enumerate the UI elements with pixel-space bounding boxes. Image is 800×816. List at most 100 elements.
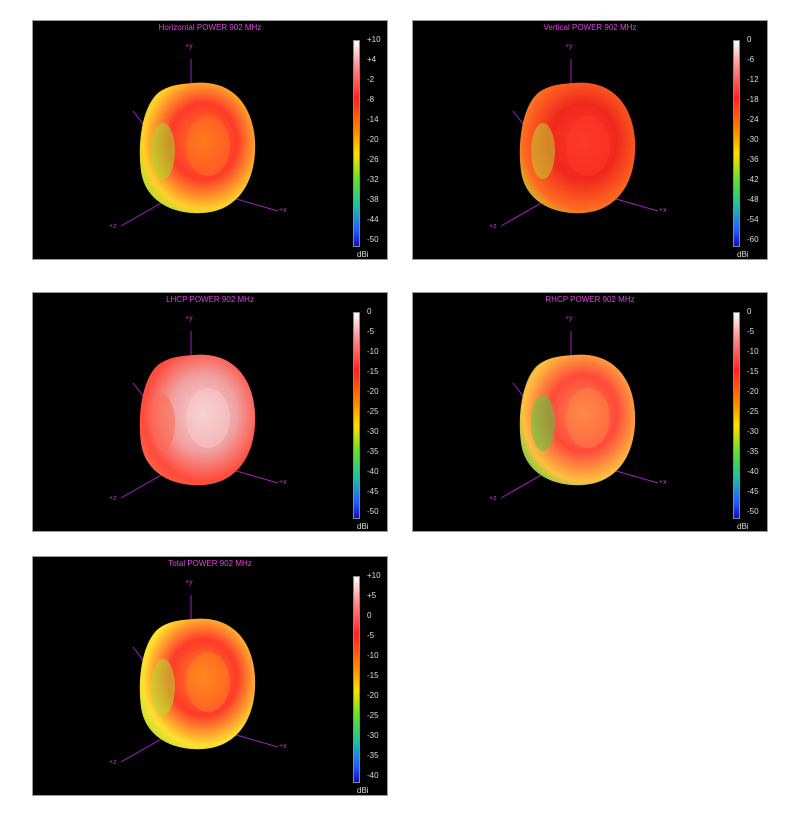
surface-highlight <box>186 388 230 448</box>
colorbar-tick-label: -12 <box>747 75 759 84</box>
colorbar-tick-label: -38 <box>367 195 379 204</box>
colorbar-tick-label: -40 <box>367 771 379 780</box>
axis-label-z: +z <box>489 495 497 502</box>
surface-highlight <box>186 116 230 176</box>
colorbar-tick-label: +10 <box>367 35 381 44</box>
colorbar-tick-label: +4 <box>367 55 377 64</box>
colorbar-unit: dBi <box>357 250 369 259</box>
panel-title: Vertical POWER 902 MHz <box>543 23 637 32</box>
pattern-surface <box>139 82 256 214</box>
rhcp-power-panel: RHCP POWER 902 MHz +y +x +z 0 -5 -10 -15 -20 -25 -… <box>412 292 768 532</box>
axis-label-z: +z <box>109 495 117 502</box>
horizontal-power-panel: Horizontal POWER 902 MHz +y +x +z +10 +4 -2 -8 -… <box>32 20 388 260</box>
colorbar-unit: dBi <box>737 522 749 531</box>
colorbar-tick-label: 0 <box>747 307 752 316</box>
axis-label-x: +x <box>279 743 287 750</box>
colorbar-tick-label: -30 <box>367 427 379 436</box>
colorbar-tick-label: -25 <box>747 407 759 416</box>
total-power-panel: Total POWER 902 MHz +y +x +z +10 +5 0 -5 -10 -15 -… <box>32 556 388 796</box>
surface-highlight <box>566 388 610 448</box>
colorbar-tick-label: -35 <box>747 447 759 456</box>
colorbar-tick-label: -8 <box>367 95 375 104</box>
colorbar-unit: dBi <box>357 522 369 531</box>
colorbar <box>733 312 740 519</box>
radiation-pattern <box>120 331 279 499</box>
vertical-power-panel: Vertical POWER 902 MHz +y +x +z 0 -6 -12 -18 -24… <box>412 20 768 260</box>
axis-label-y: +y <box>565 43 573 50</box>
colorbar-tick-label: -32 <box>367 175 379 184</box>
colorbar-unit: dBi <box>357 786 369 795</box>
colorbar-tick-label: -35 <box>367 751 379 760</box>
lhcp-power-panel: LHCP POWER 902 MHz +y +x +z 0 -5 -10 -15 -20 -25 -… <box>32 292 388 532</box>
colorbar-tick-label: 0 <box>747 35 752 44</box>
surface-shadow <box>531 395 555 451</box>
colorbar-tick-label: 0 <box>367 307 372 316</box>
radiation-pattern <box>500 331 659 499</box>
colorbar-tick-label: -44 <box>367 215 379 224</box>
colorbar-tick-label: -30 <box>747 135 759 144</box>
axis-label-y: +y <box>185 315 193 322</box>
colorbar-ticks: 0 -5 -10 -15 -20 -25 -30 -35 -40 -45 -50 <box>367 307 387 516</box>
colorbar-tick-label: -15 <box>367 367 379 376</box>
colorbar-unit: dBi <box>737 250 749 259</box>
colorbar-tick-label: -50 <box>747 507 759 516</box>
axis-label-y: +y <box>185 43 193 50</box>
pattern-surface <box>139 354 256 486</box>
axis-label-z: +z <box>489 223 497 230</box>
colorbar-tick-label: -35 <box>367 447 379 456</box>
axis-label-y: +y <box>185 579 193 586</box>
colorbar-ticks: 0 -6 -12 -18 -24 -30 -36 -42 -48 -54 -60 <box>747 35 767 244</box>
axis-label-z: +z <box>109 223 117 230</box>
colorbar-tick-label: -54 <box>747 215 759 224</box>
colorbar-tick-label: +10 <box>367 571 381 580</box>
colorbar-tick-label: -42 <box>747 175 759 184</box>
surface-highlight <box>566 116 610 176</box>
surface-shadow <box>151 659 175 715</box>
colorbar-tick-label: -25 <box>367 407 379 416</box>
colorbar-tick-label: -40 <box>747 467 759 476</box>
colorbar-tick-label: -5 <box>367 327 375 336</box>
colorbar-tick-label: -24 <box>747 115 759 124</box>
colorbar-ticks: +10 +5 0 -5 -10 -15 -20 -25 -30 -35 -40 <box>367 571 387 780</box>
colorbar-tick-label: -15 <box>367 671 379 680</box>
axis-label-x: +x <box>659 479 667 486</box>
colorbar <box>353 312 360 519</box>
panel-title: LHCP POWER 902 MHz <box>166 295 254 304</box>
colorbar-tick-label: -10 <box>367 651 379 660</box>
colorbar-tick-label: -50 <box>367 235 379 244</box>
colorbar <box>353 576 360 783</box>
axis-label-x: +x <box>659 207 667 214</box>
colorbar-tick-label: -60 <box>747 235 759 244</box>
colorbar-tick-label: -50 <box>367 507 379 516</box>
surface-highlight <box>186 652 230 712</box>
colorbar-tick-label: -30 <box>747 427 759 436</box>
panel-title: RHCP POWER 902 MHz <box>545 295 635 304</box>
colorbar-tick-label: -20 <box>367 387 379 396</box>
colorbar-tick-label: -20 <box>367 691 379 700</box>
surface-shadow <box>531 123 555 179</box>
colorbar-tick-label: -26 <box>367 155 379 164</box>
colorbar <box>353 40 360 247</box>
panel-title: Horizontal POWER 902 MHz <box>158 23 262 32</box>
surface-shadow <box>151 123 175 179</box>
pattern-surface <box>519 82 636 214</box>
radiation-pattern <box>120 59 279 227</box>
colorbar-tick-label: -20 <box>367 135 379 144</box>
pattern-surface <box>139 618 256 750</box>
colorbar-tick-label: -48 <box>747 195 759 204</box>
colorbar-tick-label: -14 <box>367 115 379 124</box>
panel-title: Total POWER 902 MHz <box>168 559 252 568</box>
colorbar-tick-label: -5 <box>747 327 755 336</box>
colorbar-tick-label: 0 <box>367 611 372 620</box>
colorbar-tick-label: -18 <box>747 95 759 104</box>
surface-shadow <box>151 395 175 451</box>
radiation-pattern <box>120 595 279 763</box>
axis-label-x: +x <box>279 207 287 214</box>
colorbar <box>733 40 740 247</box>
pattern-surface <box>519 354 636 486</box>
colorbar-tick-label: -45 <box>747 487 759 496</box>
colorbar-ticks: 0 -5 -10 -15 -20 -25 -30 -35 -40 -45 -50 <box>747 307 767 516</box>
colorbar-tick-label: -36 <box>747 155 759 164</box>
radiation-pattern <box>500 59 659 227</box>
colorbar-tick-label: -5 <box>367 631 375 640</box>
